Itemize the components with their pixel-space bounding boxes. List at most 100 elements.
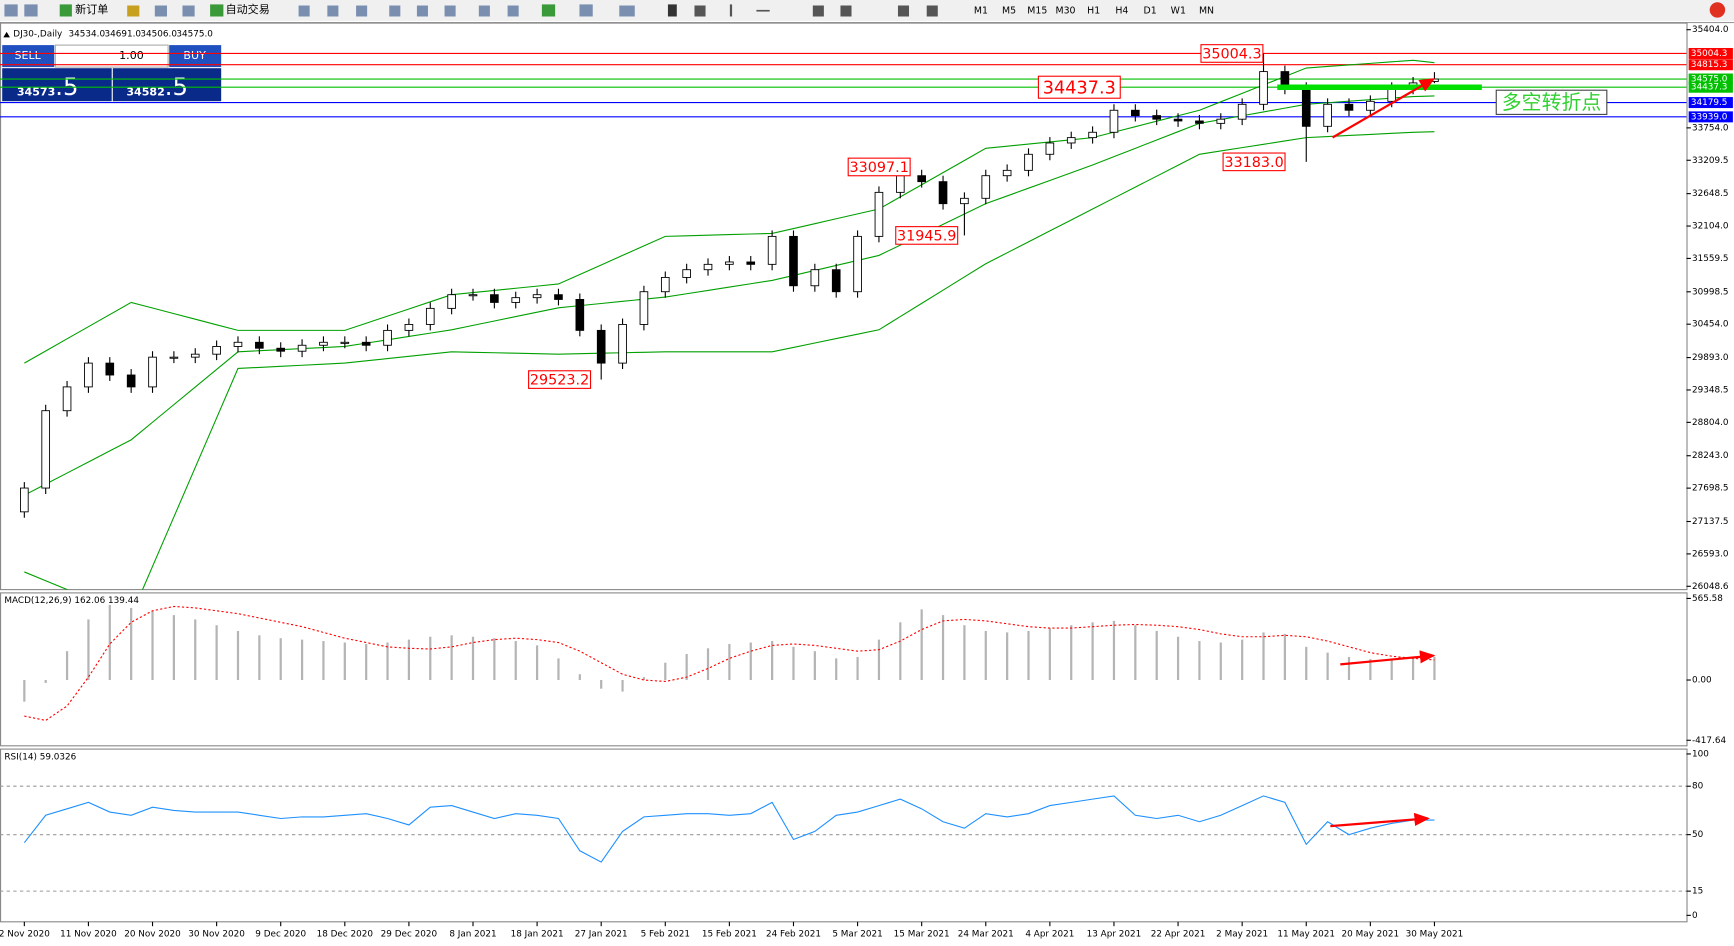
bollinger-band: [24, 59, 1435, 364]
macd-bar: [728, 643, 731, 681]
sell-label[interactable]: SELL: [14, 49, 41, 62]
x-tick-label: 4 Apr 2021: [1025, 929, 1074, 939]
y-tick-label: 26593.0: [1692, 549, 1729, 559]
y-tick-label: 0.00: [1692, 676, 1712, 686]
timeframe-button[interactable]: D1: [1143, 6, 1156, 17]
chart-symbol: DJ30-,Daily: [13, 30, 62, 40]
y-tick-label: 15: [1692, 887, 1703, 897]
macd-bar: [557, 658, 560, 681]
macd-bar: [1369, 659, 1372, 681]
timeframe-button[interactable]: M5: [1002, 6, 1016, 17]
y-tick-label: 27137.5: [1692, 517, 1729, 527]
ask-box[interactable]: [112, 68, 222, 102]
x-tick-label: 22 Apr 2021: [1151, 929, 1206, 939]
candle-body: [1088, 131, 1097, 139]
candle-body: [62, 386, 72, 412]
macd-bar: [343, 642, 346, 681]
price-annotation: 35004.3: [1202, 47, 1261, 63]
candle-body: [41, 410, 51, 489]
macd-bar: [749, 642, 752, 681]
price-annotation-box: [528, 370, 592, 389]
macd-bar: [1347, 656, 1351, 681]
ohlc-value: 34691.0: [105, 30, 142, 40]
macd-bar: [1155, 630, 1158, 681]
timeframe-button[interactable]: W1: [1171, 6, 1186, 17]
macd-bar: [1112, 620, 1116, 681]
toolbar: [0, 0, 1734, 21]
candle-body: [960, 197, 969, 205]
bid-price: 34573: [17, 85, 55, 98]
trend-arrow: [1332, 78, 1436, 139]
price-annotation: 29523.2: [530, 373, 589, 389]
macd-bar: [493, 638, 496, 681]
timeframe-button[interactable]: MN: [1199, 6, 1214, 17]
timeframe-button[interactable]: M1: [974, 6, 988, 17]
candle-body: [831, 269, 841, 293]
y-tick-label: 100: [1692, 749, 1709, 759]
price-tag-label: 34437.3: [1691, 83, 1728, 93]
candle-body: [361, 341, 371, 346]
timeframe-button[interactable]: H4: [1115, 6, 1128, 17]
macd-bar: [1241, 639, 1244, 681]
candle-body: [1109, 109, 1119, 133]
bid-box[interactable]: [2, 68, 112, 102]
new-order-button[interactable]: 新订单: [75, 2, 108, 16]
macd-bar: [300, 639, 304, 681]
candle-body: [532, 294, 542, 299]
price-tag-label: 35004.3: [1691, 49, 1728, 59]
candle-body: [810, 269, 820, 287]
x-tick-label: 20 Nov 2020: [124, 929, 181, 939]
y-tick-label: 27698.5: [1692, 484, 1729, 494]
price-annotation-box: [1222, 152, 1286, 172]
timeframe-button[interactable]: M15: [1027, 6, 1047, 17]
macd-bar: [984, 630, 987, 681]
x-tick-label: 8 Jan 2021: [449, 929, 496, 939]
macd-bar: [258, 635, 261, 681]
candle-body: [938, 181, 948, 205]
buy-label[interactable]: BUY: [183, 49, 206, 62]
auto-trade-button[interactable]: 自动交易: [226, 2, 270, 16]
price-annotation-box: [1200, 44, 1264, 63]
candle-body: [297, 344, 307, 352]
macd-bar: [514, 641, 517, 681]
price-plot: [0, 52, 1687, 590]
macd-bar: [1048, 628, 1051, 681]
ask-pips: .5: [165, 72, 188, 101]
macd-title: MACD(12,26,9) 162.06 139.44: [4, 596, 139, 606]
timeframe-button[interactable]: M30: [1055, 6, 1075, 17]
macd-bar: [407, 639, 411, 681]
alert-badge[interactable]: [1709, 2, 1726, 18]
timeframe-button[interactable]: H1: [1087, 6, 1100, 17]
bid-pips: .5: [55, 72, 78, 101]
candle-body: [1237, 103, 1247, 120]
sell-button[interactable]: [2, 45, 55, 68]
x-tick-label: 15 Mar 2021: [894, 929, 950, 939]
macd-bar: [856, 656, 859, 681]
candle-body: [703, 263, 713, 271]
candle-body: [917, 175, 926, 183]
price-tag-label: 34575.0: [1691, 75, 1728, 85]
x-tick-label: 24 Feb 2021: [766, 929, 821, 939]
buy-button[interactable]: [169, 45, 222, 68]
x-tick-label: 18 Jan 2021: [511, 929, 564, 939]
candle-body: [84, 362, 93, 388]
candle-body: [319, 341, 328, 346]
candle-body: [190, 353, 200, 358]
lot-field[interactable]: [54, 44, 169, 68]
macd-bar: [108, 605, 111, 681]
candle-body: [746, 261, 756, 265]
candle-body: [767, 235, 777, 265]
y-tick-label: 29348.5: [1692, 385, 1729, 395]
macd-bar: [941, 615, 945, 681]
lot-value[interactable]: 1.00: [119, 49, 144, 62]
price-tag: [1688, 111, 1733, 123]
candle-body: [447, 294, 456, 309]
y-tick-label: 565.58: [1692, 594, 1723, 604]
panel-frame: [0, 22, 1688, 591]
macd-bar: [279, 638, 282, 681]
macd-bar: [1219, 642, 1222, 681]
macd-bar: [1283, 633, 1286, 681]
candle-body: [212, 346, 221, 355]
